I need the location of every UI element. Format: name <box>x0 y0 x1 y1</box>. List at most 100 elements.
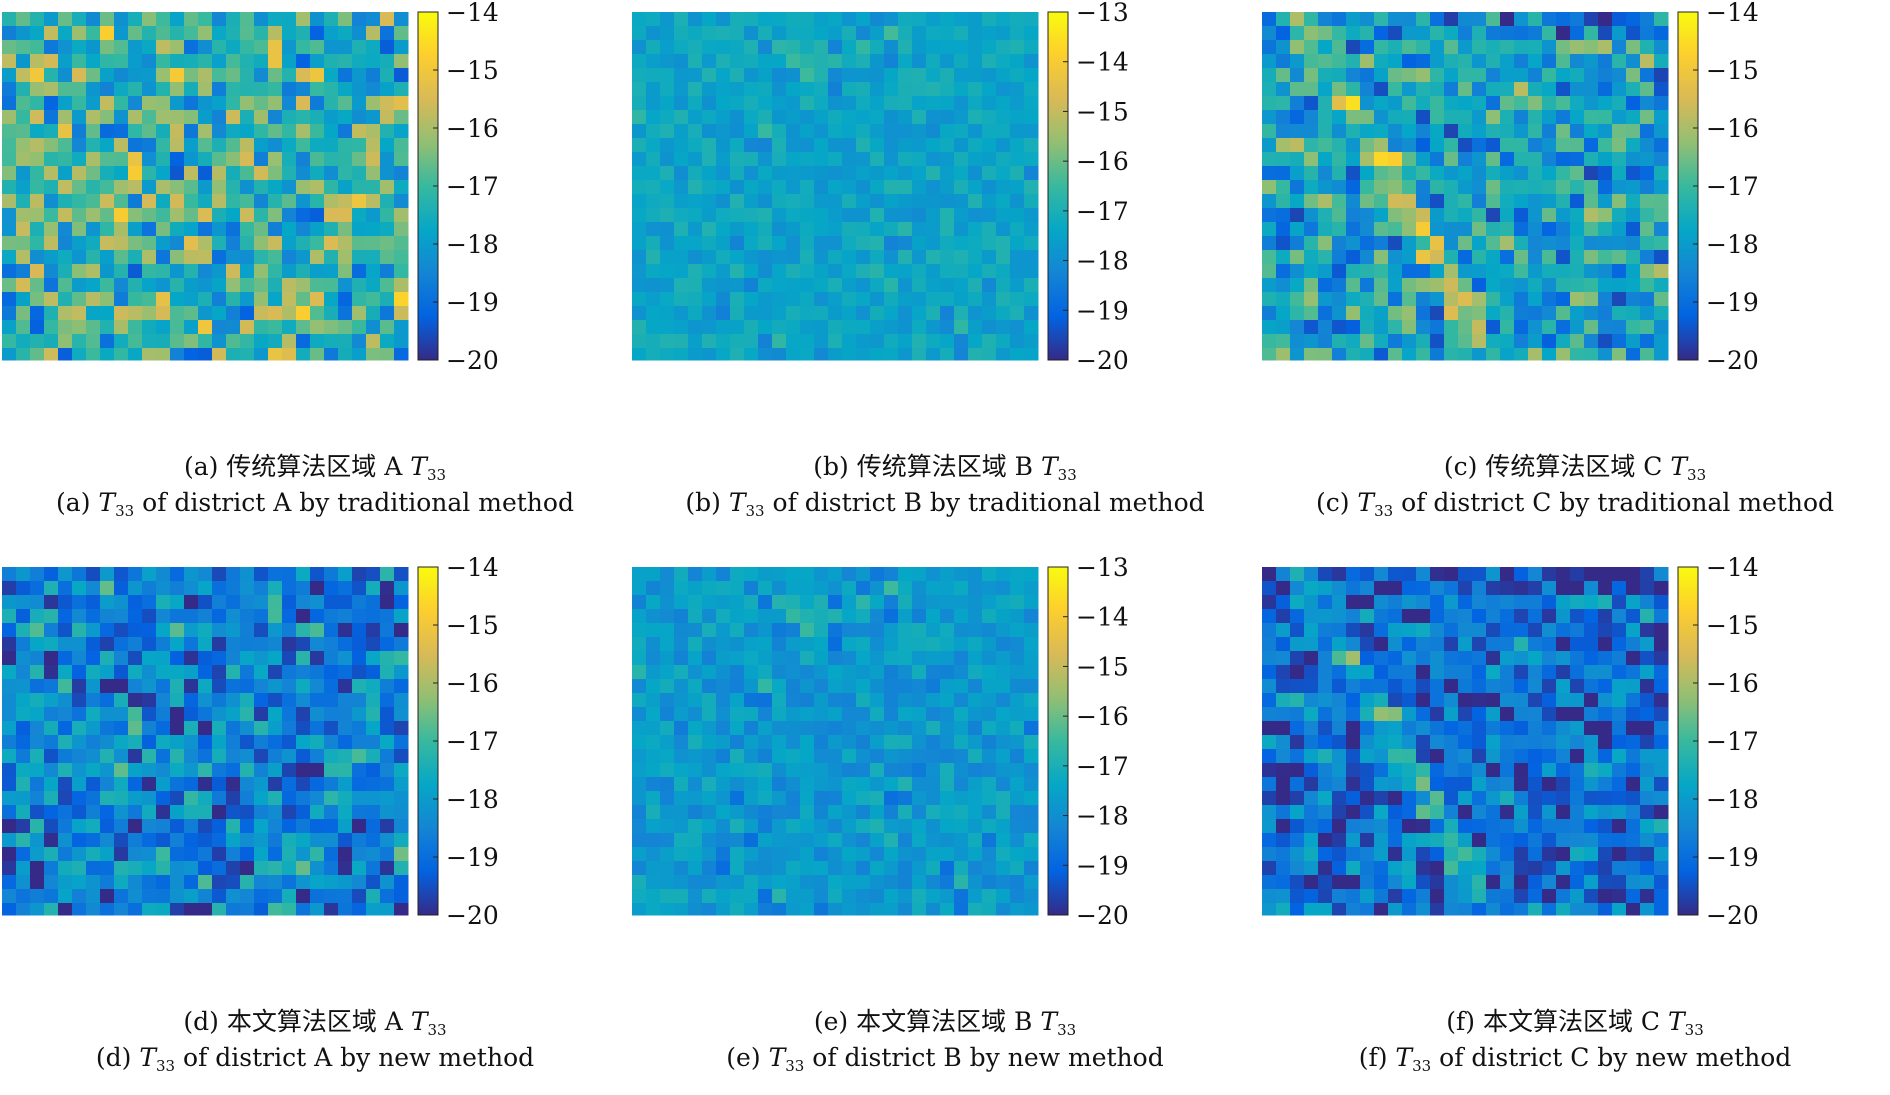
heatmap-cell <box>1556 763 1571 778</box>
heatmap-cell <box>1556 819 1571 834</box>
heatmap-cell <box>72 138 87 153</box>
heatmap-cell <box>324 651 339 666</box>
heatmap-cell <box>716 250 731 265</box>
heatmap-cell <box>772 54 787 69</box>
heatmap-cell <box>1290 609 1305 624</box>
heatmap-cell <box>912 847 927 862</box>
heatmap-cell <box>1010 721 1025 736</box>
heatmap-cell <box>1654 82 1669 97</box>
heatmap-cell <box>1444 26 1459 41</box>
heatmap-cell <box>1290 152 1305 167</box>
heatmap-cell <box>996 250 1011 265</box>
heatmap-cell <box>1444 637 1459 652</box>
heatmap-cell <box>702 320 717 335</box>
heatmap-cell <box>128 721 143 736</box>
heatmap-cell <box>44 138 59 153</box>
heatmap-cell <box>184 735 199 750</box>
heatmap-cell <box>170 679 185 694</box>
heatmap-cell <box>1542 609 1557 624</box>
colorbar-b <box>1047 11 1069 361</box>
heatmap-cell <box>1626 609 1641 624</box>
heatmap-cell <box>1654 264 1669 279</box>
heatmap-cell <box>1584 609 1599 624</box>
heatmap-cell <box>786 250 801 265</box>
heatmap-cell <box>1276 152 1291 167</box>
heatmap-cell <box>982 861 997 876</box>
caption-en-prefix-d: (d) <box>95 1043 132 1072</box>
heatmap-cell <box>1556 651 1571 666</box>
heatmap-cell <box>926 595 941 610</box>
heatmap-cell <box>142 250 157 265</box>
heatmap-cell <box>870 26 885 41</box>
heatmap-cell <box>170 735 185 750</box>
heatmap-cell <box>240 749 255 764</box>
heatmap-cell <box>1472 763 1487 778</box>
heatmap-cell <box>1654 26 1669 41</box>
heatmap-cell <box>940 791 955 806</box>
heatmap-cell <box>380 777 395 792</box>
heatmap-cell <box>1318 609 1333 624</box>
heatmap-cell <box>632 54 647 69</box>
heatmap-cell <box>968 166 983 181</box>
heatmap-cell <box>1472 679 1487 694</box>
heatmap-cell <box>212 791 227 806</box>
heatmap-cell <box>1612 693 1627 708</box>
heatmap-cell <box>856 110 871 125</box>
heatmap-cell <box>632 180 647 195</box>
heatmap-cell <box>814 777 829 792</box>
heatmap-cell <box>702 264 717 279</box>
heatmap-cell <box>1640 12 1655 27</box>
heatmap-cell <box>870 903 885 916</box>
heatmap-cell <box>828 875 843 890</box>
heatmap-cell <box>1360 208 1375 223</box>
heatmap-cell <box>800 222 815 237</box>
heatmap-cell <box>310 180 325 195</box>
heatmap-cell <box>856 749 871 764</box>
heatmap-cell <box>240 54 255 69</box>
heatmap-cell <box>100 791 115 806</box>
heatmap-cell <box>72 763 87 778</box>
heatmap-cell <box>842 861 857 876</box>
heatmap-cell <box>44 595 59 610</box>
heatmap-cell <box>1388 334 1403 349</box>
heatmap-cell <box>1458 903 1473 916</box>
heatmap-cell <box>1290 791 1305 806</box>
heatmap-cell <box>86 82 101 97</box>
heatmap-cell <box>1360 609 1375 624</box>
heatmap-cell <box>324 637 339 652</box>
heatmap-cell <box>268 847 283 862</box>
heatmap-cell <box>1402 721 1417 736</box>
heatmap-cell <box>688 777 703 792</box>
heatmap-cell <box>1388 847 1403 862</box>
colorbar-tick-label: −20 <box>1076 346 1129 375</box>
heatmap-cell <box>814 735 829 750</box>
heatmap-cell <box>1388 903 1403 916</box>
heatmap-cell <box>170 40 185 55</box>
heatmap-cell <box>156 166 171 181</box>
heatmap-cell <box>856 595 871 610</box>
heatmap-cell <box>142 208 157 223</box>
heatmap-cell <box>1318 889 1333 904</box>
heatmap-cell <box>142 595 157 610</box>
heatmap-cell <box>1318 40 1333 55</box>
heatmap-cell <box>1416 735 1431 750</box>
heatmap-cell <box>926 651 941 666</box>
heatmap-cell <box>1024 595 1039 610</box>
heatmap-cell <box>730 40 745 55</box>
heatmap-cell <box>184 348 199 361</box>
heatmap-cell <box>744 693 759 708</box>
heatmap-cell <box>730 651 745 666</box>
heatmap-cell <box>660 861 675 876</box>
heatmap-cell <box>1654 637 1669 652</box>
heatmap-cell <box>1570 306 1585 321</box>
heatmap-cell <box>1290 749 1305 764</box>
heatmap-cell <box>1640 819 1655 834</box>
heatmap-cell <box>786 679 801 694</box>
heatmap-cell <box>1626 320 1641 335</box>
heatmap-cell <box>394 679 409 694</box>
heatmap-cell <box>1486 721 1501 736</box>
heatmap-cell <box>1360 819 1375 834</box>
heatmap-cell <box>1332 763 1347 778</box>
heatmap-cell <box>296 306 311 321</box>
heatmap-cell <box>786 819 801 834</box>
